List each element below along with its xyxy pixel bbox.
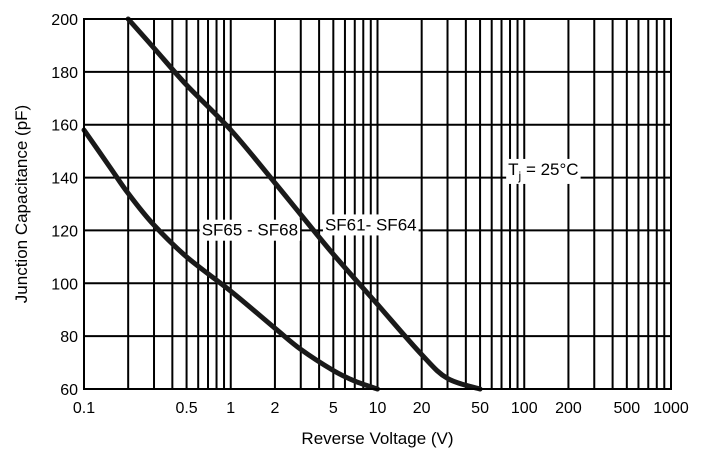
series-layer <box>81 16 483 392</box>
svg-text:SF61- SF64: SF61- SF64 <box>325 215 417 234</box>
series-annotation-label: SF61- SF64 <box>322 214 419 236</box>
series-line-sf61-sf64 <box>125 16 483 392</box>
x-tick-label: 50 <box>471 400 489 417</box>
x-tick-label: 20 <box>413 400 431 417</box>
y-tick-label: 100 <box>51 276 78 293</box>
x-tick-label: 100 <box>511 400 538 417</box>
x-axis-title: Reverse Voltage (V) <box>301 429 453 448</box>
y-tick-label: 180 <box>51 65 78 82</box>
y-tick-label: 120 <box>51 223 78 240</box>
y-tick-labels: 60 80 100 120 140 160 180 200 <box>51 12 78 399</box>
y-tick-label: 80 <box>60 329 78 346</box>
annotations: SF65 - SF68 SF61- SF64 Tj = 25°C <box>199 158 581 241</box>
temperature-annotation: Tj = 25°C <box>506 158 581 184</box>
y-tick-label: 200 <box>51 12 78 29</box>
x-tick-label: 1 <box>226 400 235 417</box>
x-tick-label: 200 <box>555 400 582 417</box>
x-tick-label: 5 <box>329 400 338 417</box>
series-line-sf65-sf68 <box>81 127 380 392</box>
x-tick-label: 500 <box>613 400 640 417</box>
y-axis-title: Junction Capacitance (pF) <box>12 105 31 303</box>
x-tick-label: 0.1 <box>73 400 95 417</box>
y-tick-label: 60 <box>60 382 78 399</box>
grid <box>84 19 671 389</box>
plot-frame <box>83 18 672 390</box>
x-tick-label: 1000 <box>653 400 689 417</box>
x-tick-labels: 0.1 0.5 1 2 5 10 20 50 100 200 500 1000 <box>73 400 689 417</box>
svg-text:Tj = 25°C: Tj = 25°C <box>508 160 578 183</box>
series-annotation-label: SF65 - SF68 <box>199 219 301 241</box>
svg-text:SF65 - SF68: SF65 - SF68 <box>202 221 298 240</box>
x-tick-label: 10 <box>369 400 387 417</box>
y-tick-label: 160 <box>51 118 78 135</box>
x-tick-label: 0.5 <box>175 400 197 417</box>
y-tick-label: 140 <box>51 171 78 188</box>
x-tick-label: 2 <box>270 400 279 417</box>
